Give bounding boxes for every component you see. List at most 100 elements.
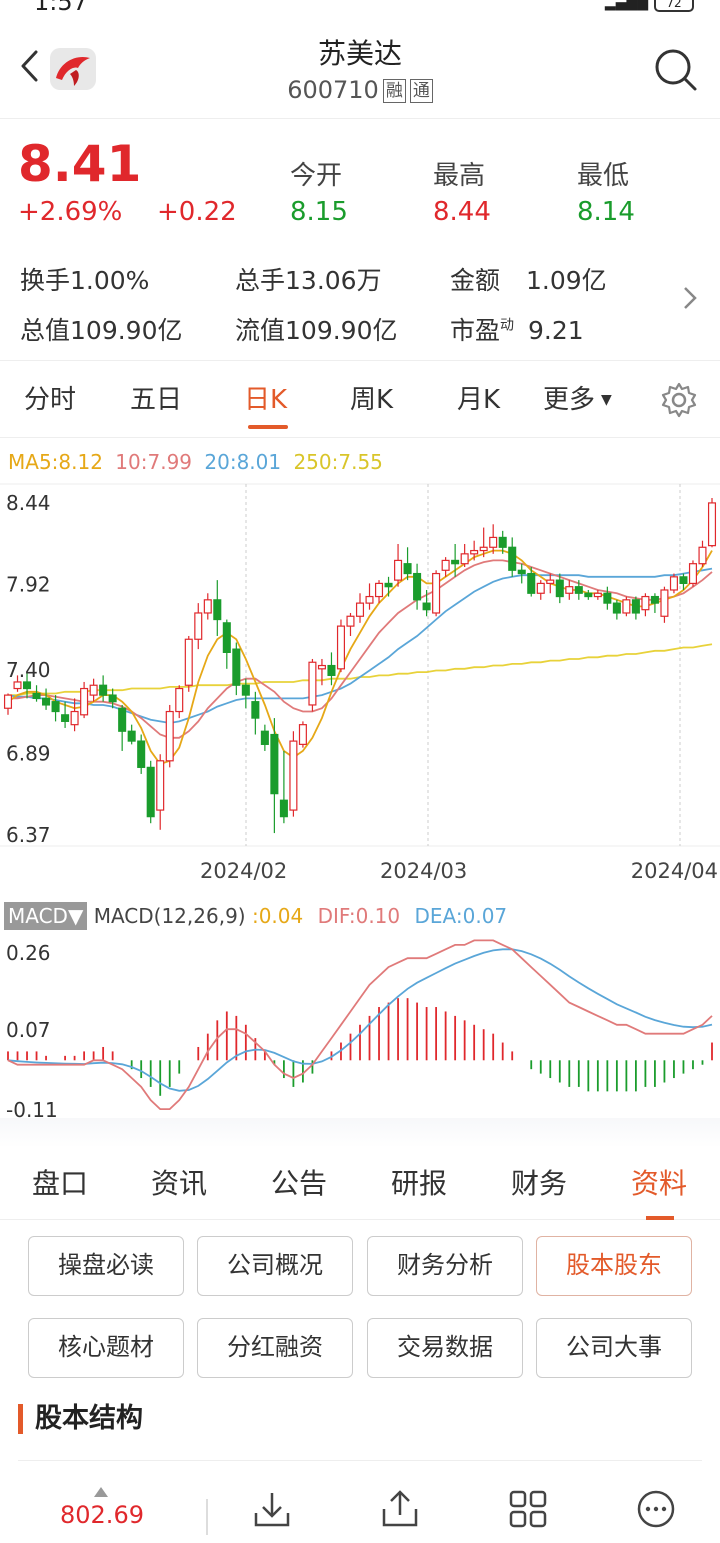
candle (403, 547, 412, 581)
stock-code-line: 600710 融通 (0, 76, 720, 104)
candle (118, 704, 127, 751)
btn-company-overview[interactable]: 公司概况 (197, 1236, 353, 1296)
btn-core-themes[interactable]: 核心题材 (28, 1318, 184, 1378)
dolphin-logo-icon (56, 56, 90, 86)
index-value[interactable]: 802.69 (60, 1501, 144, 1529)
candle (527, 566, 536, 597)
candle (470, 540, 479, 561)
candle-body-up (441, 559, 450, 571)
candle (270, 718, 279, 834)
download-icon[interactable] (252, 1489, 292, 1529)
tab-profile[interactable]: 资料 (631, 1167, 688, 1200)
stat-float-cap: 流值109.90亿 (235, 316, 398, 345)
x-tick-label: 2024/02 (200, 859, 287, 883)
candle-body-up (317, 664, 326, 670)
search-icon[interactable] (652, 46, 698, 92)
candle-body-down (574, 586, 583, 594)
candle (451, 543, 460, 577)
btn-shareholders[interactable]: 股本股东 (536, 1236, 692, 1296)
share-icon[interactable] (380, 1489, 420, 1529)
candle-body-up (698, 546, 707, 565)
candle-body-up (394, 559, 403, 581)
candle (498, 530, 507, 554)
candle (375, 580, 384, 604)
candle (289, 731, 298, 817)
stock-header: 苏美达 600710 融通 (0, 20, 720, 116)
kline-chart[interactable]: 8.44 7.92 7.40 6.89 6.37 2024/02 2024/03 2024/0… (0, 482, 720, 892)
tab-five-day[interactable]: 五日 (130, 385, 183, 415)
candle-body-down (603, 592, 612, 604)
candle-body-down (451, 559, 460, 565)
candle-body-down (555, 579, 564, 598)
tab-weekly-k[interactable]: 周K (350, 385, 394, 415)
stat-pe: 市盈动 9.21 (450, 316, 584, 345)
back-arrow-icon[interactable] (18, 48, 42, 84)
candle (603, 586, 612, 610)
btn-trading-data[interactable]: 交易数据 (367, 1318, 523, 1378)
tab-daily-k[interactable]: 日K (244, 385, 288, 415)
candle-body-down (517, 569, 526, 575)
candle-body-down (270, 733, 279, 795)
stat-market-cap: 总值109.90亿 (20, 316, 183, 345)
macd-chart[interactable]: 0.26 0.07 -0.11 (0, 932, 720, 1122)
gear-icon[interactable] (660, 381, 698, 419)
candle (203, 593, 212, 620)
candle (574, 580, 583, 600)
tab-intraday[interactable]: 分时 (24, 385, 77, 415)
candle-body-down (413, 572, 422, 601)
candle (698, 540, 707, 567)
high-label: 最高 (433, 161, 486, 191)
candle-body-down (403, 563, 412, 575)
btn-company-events[interactable]: 公司大事 (536, 1318, 692, 1378)
more-icon[interactable] (636, 1489, 676, 1529)
candle-body-up (546, 579, 555, 585)
tab-announcements[interactable]: 公告 (271, 1167, 328, 1200)
low-label: 最低 (577, 161, 630, 191)
btn-financial-analysis[interactable]: 财务分析 (367, 1236, 523, 1296)
macd-y-tick-label: 0.07 (6, 1018, 51, 1042)
candle-body-up (308, 661, 317, 706)
candle-body-down (118, 707, 127, 732)
candle (184, 635, 193, 692)
tab-research[interactable]: 研报 (391, 1167, 448, 1200)
candle-body-down (384, 582, 393, 588)
candle (241, 678, 250, 709)
candle (641, 593, 650, 617)
candle-body-up (375, 582, 384, 598)
candle-body-down (51, 701, 60, 713)
tab-news[interactable]: 资讯 (151, 1167, 208, 1200)
candle-body-down (612, 602, 621, 614)
tab-monthly-k[interactable]: 月K (457, 385, 501, 415)
tab-order-book[interactable]: 盘口 (32, 1167, 89, 1200)
y-tick-label: 7.40 (6, 658, 51, 682)
bottom-bar: 802.69 (0, 1483, 720, 1543)
stat-volume: 总手13.06万 (235, 266, 382, 295)
macd-legend: MACD▼ MACD(12,26,9) :0.04 DIF:0.10 DEA:0… (0, 902, 720, 932)
tab-active-indicator (248, 425, 288, 429)
btn-dividends-financing[interactable]: 分红融资 (197, 1318, 353, 1378)
candle (42, 688, 51, 710)
current-price: 8.41 (18, 135, 142, 193)
tab-finance[interactable]: 财务 (511, 1167, 568, 1200)
y-tick-label: 8.44 (6, 491, 51, 515)
ma5-line (7, 549, 713, 766)
candle-body-up (470, 549, 479, 555)
caret-down-icon: ▼ (601, 392, 612, 408)
chevron-right-icon[interactable] (682, 285, 698, 311)
candle (432, 570, 441, 617)
candle (308, 658, 317, 712)
candle-body-down (527, 572, 536, 594)
candle (394, 543, 403, 587)
candle-body-down (508, 546, 517, 571)
candle (355, 593, 365, 623)
candle (232, 642, 241, 696)
btn-trading-guide[interactable]: 操盘必读 (28, 1236, 184, 1296)
candle (346, 612, 355, 636)
stat-amount: 金额 1.09亿 (450, 266, 607, 295)
candle-body-down (137, 740, 146, 768)
macd-selector-button[interactable]: MACD▼ (4, 902, 88, 930)
tab-more[interactable]: 更多 ▼ (543, 385, 612, 415)
grid-icon[interactable] (508, 1489, 548, 1529)
app-logo[interactable] (50, 48, 96, 90)
info-tabs: 盘口 资讯 公告 研报 财务 资料 (0, 1140, 720, 1220)
